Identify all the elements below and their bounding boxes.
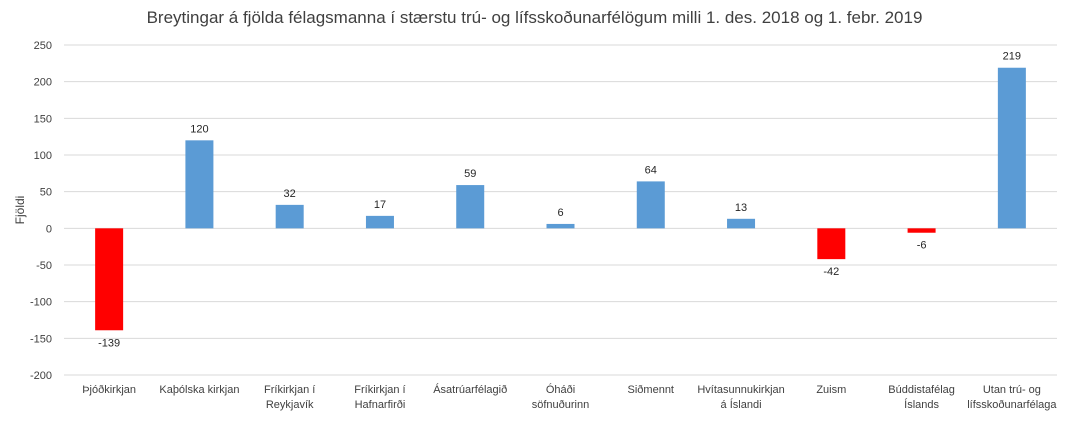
x-tick-label: Utan trú- og xyxy=(983,384,1041,396)
y-tick-label: 200 xyxy=(34,77,52,89)
data-label: 64 xyxy=(645,164,657,176)
x-tick-label: Reykjavík xyxy=(266,399,314,411)
y-tick-label: 50 xyxy=(40,187,52,199)
bar xyxy=(907,228,936,233)
x-tick-label: Búddistafélag xyxy=(888,384,955,396)
bar xyxy=(275,204,304,229)
x-tick-label: Hvítasunnukirkjan xyxy=(697,384,784,396)
bar xyxy=(636,181,665,229)
x-tick-label: Hafnarfirði xyxy=(355,399,406,411)
y-tick-label: 250 xyxy=(34,40,52,52)
data-label: 59 xyxy=(464,168,476,180)
y-tick-label: -100 xyxy=(30,297,52,309)
y-tick-label: -150 xyxy=(30,333,52,345)
y-tick-label: 150 xyxy=(34,113,52,125)
x-tick-label: söfnuðurinn xyxy=(532,399,590,411)
y-axis-title: Fjöldi xyxy=(13,196,27,225)
bar xyxy=(456,185,485,229)
data-label: -6 xyxy=(917,240,927,252)
data-label: 219 xyxy=(1003,51,1021,63)
y-tick-label: 100 xyxy=(34,150,52,162)
bar xyxy=(185,140,214,229)
data-label: -139 xyxy=(98,337,120,349)
data-label: 6 xyxy=(557,207,563,219)
bar xyxy=(997,67,1026,229)
x-tick-label: Þjóðkirkjan xyxy=(82,384,136,396)
data-label: 17 xyxy=(374,199,386,211)
data-label: 32 xyxy=(284,188,296,200)
bar xyxy=(727,218,756,229)
data-label: -42 xyxy=(823,266,839,278)
x-tick-label: Zuism xyxy=(816,384,846,396)
x-tick-label: Óháði xyxy=(546,383,575,396)
y-tick-label: 0 xyxy=(46,223,52,235)
x-tick-label: Siðmennt xyxy=(628,384,674,396)
y-tick-label: -50 xyxy=(36,260,52,272)
x-tick-label: Íslands xyxy=(904,398,939,411)
x-tick-label: Fríkirkjan í xyxy=(264,384,315,396)
x-tick-label: lífsskoðunarfélaga xyxy=(967,399,1057,411)
y-tick-label: -200 xyxy=(30,370,52,382)
bar xyxy=(817,228,846,260)
x-tick-label: Kaþólska kirkjan xyxy=(159,384,239,396)
x-tick-label: Ásatrúarfélagið xyxy=(433,383,507,396)
bar xyxy=(365,215,394,229)
bar xyxy=(95,228,124,331)
data-label: 120 xyxy=(190,123,208,135)
x-tick-label: á Íslandi xyxy=(721,398,762,411)
x-tick-label: Fríkirkjan í xyxy=(354,384,405,396)
data-label: 13 xyxy=(735,202,747,214)
chart-title: Breytingar á fjölda félagsmanna í stærst… xyxy=(146,8,923,27)
bar xyxy=(546,223,575,229)
